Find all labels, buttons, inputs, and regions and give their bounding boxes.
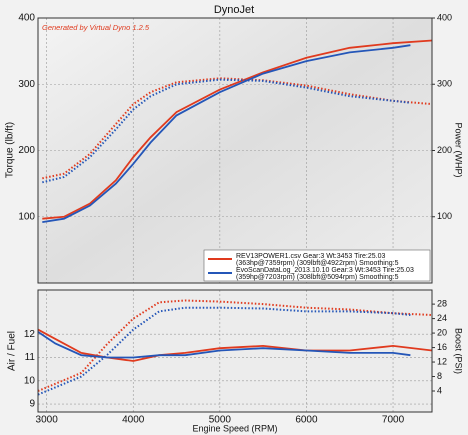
y2-axis-label: Power (WHP) xyxy=(454,122,464,177)
y-tick-label: 9 xyxy=(29,399,35,410)
legend-label: REV13POWER1.csv Gear:3 Wt:3453 Tire:25.0… xyxy=(236,253,386,260)
y-tick-label: 12 xyxy=(24,329,36,340)
y-tick-label: 200 xyxy=(18,145,35,156)
legend-detail: (363hp@7359rpm) (309lbft@4922rpm) Smooth… xyxy=(236,260,399,267)
y2-tick-label: 200 xyxy=(437,145,452,155)
y2-tick-label: 24 xyxy=(437,313,447,323)
x-tick-label: 5000 xyxy=(209,415,232,426)
legend-detail: (359hp@7203rpm) (308lbft@5094rpm) Smooth… xyxy=(236,274,399,281)
legend-box xyxy=(203,249,431,282)
y2-tick-label: 100 xyxy=(437,211,452,221)
x-tick-label: 7000 xyxy=(382,415,405,426)
power-line xyxy=(42,44,411,223)
annotation: Generated by Virtual Dyno 1.2.5 xyxy=(42,23,150,32)
y2-tick-label: 4 xyxy=(437,385,442,395)
y2-tick-label: 16 xyxy=(437,342,447,352)
plot-area-bottom xyxy=(38,290,432,412)
boost-line xyxy=(37,306,411,396)
y2-tick-label: 28 xyxy=(437,298,447,308)
x-tick-label: 3000 xyxy=(36,415,59,426)
y2-axis-label: Boost (PSI) xyxy=(454,328,464,374)
x-axis-label: Engine Speed (RPM) xyxy=(192,423,277,433)
legend-label: EvoScanDataLog_2013.10.10 Gear:3 Wt:3453… xyxy=(236,267,414,274)
y-tick-label: 300 xyxy=(18,79,35,90)
boost-line xyxy=(37,299,433,392)
afr-line xyxy=(37,331,411,359)
y-tick-label: 11 xyxy=(25,352,36,363)
y2-tick-label: 300 xyxy=(437,79,452,89)
y-axis-label: Torque (lb/ft) xyxy=(5,122,16,178)
plot-frame xyxy=(37,17,433,284)
x-tick-label: 4000 xyxy=(122,415,145,426)
y-tick-label: 10 xyxy=(24,375,36,386)
power-line xyxy=(42,39,433,220)
y-tick-label: 100 xyxy=(18,211,35,222)
y2-tick-label: 12 xyxy=(437,356,447,366)
y-tick-label: 400 xyxy=(18,13,35,24)
plot-frame xyxy=(37,289,433,413)
y2-tick-label: 20 xyxy=(437,327,447,337)
x-tick-label: 6000 xyxy=(295,415,318,426)
y2-tick-label: 400 xyxy=(437,12,452,22)
chart-title: DynoJet xyxy=(214,4,254,16)
y2-tick-label: 8 xyxy=(437,371,442,381)
torque-line xyxy=(42,77,433,180)
afr-line xyxy=(37,328,433,362)
y-axis-label: Air / Fuel xyxy=(7,331,18,371)
